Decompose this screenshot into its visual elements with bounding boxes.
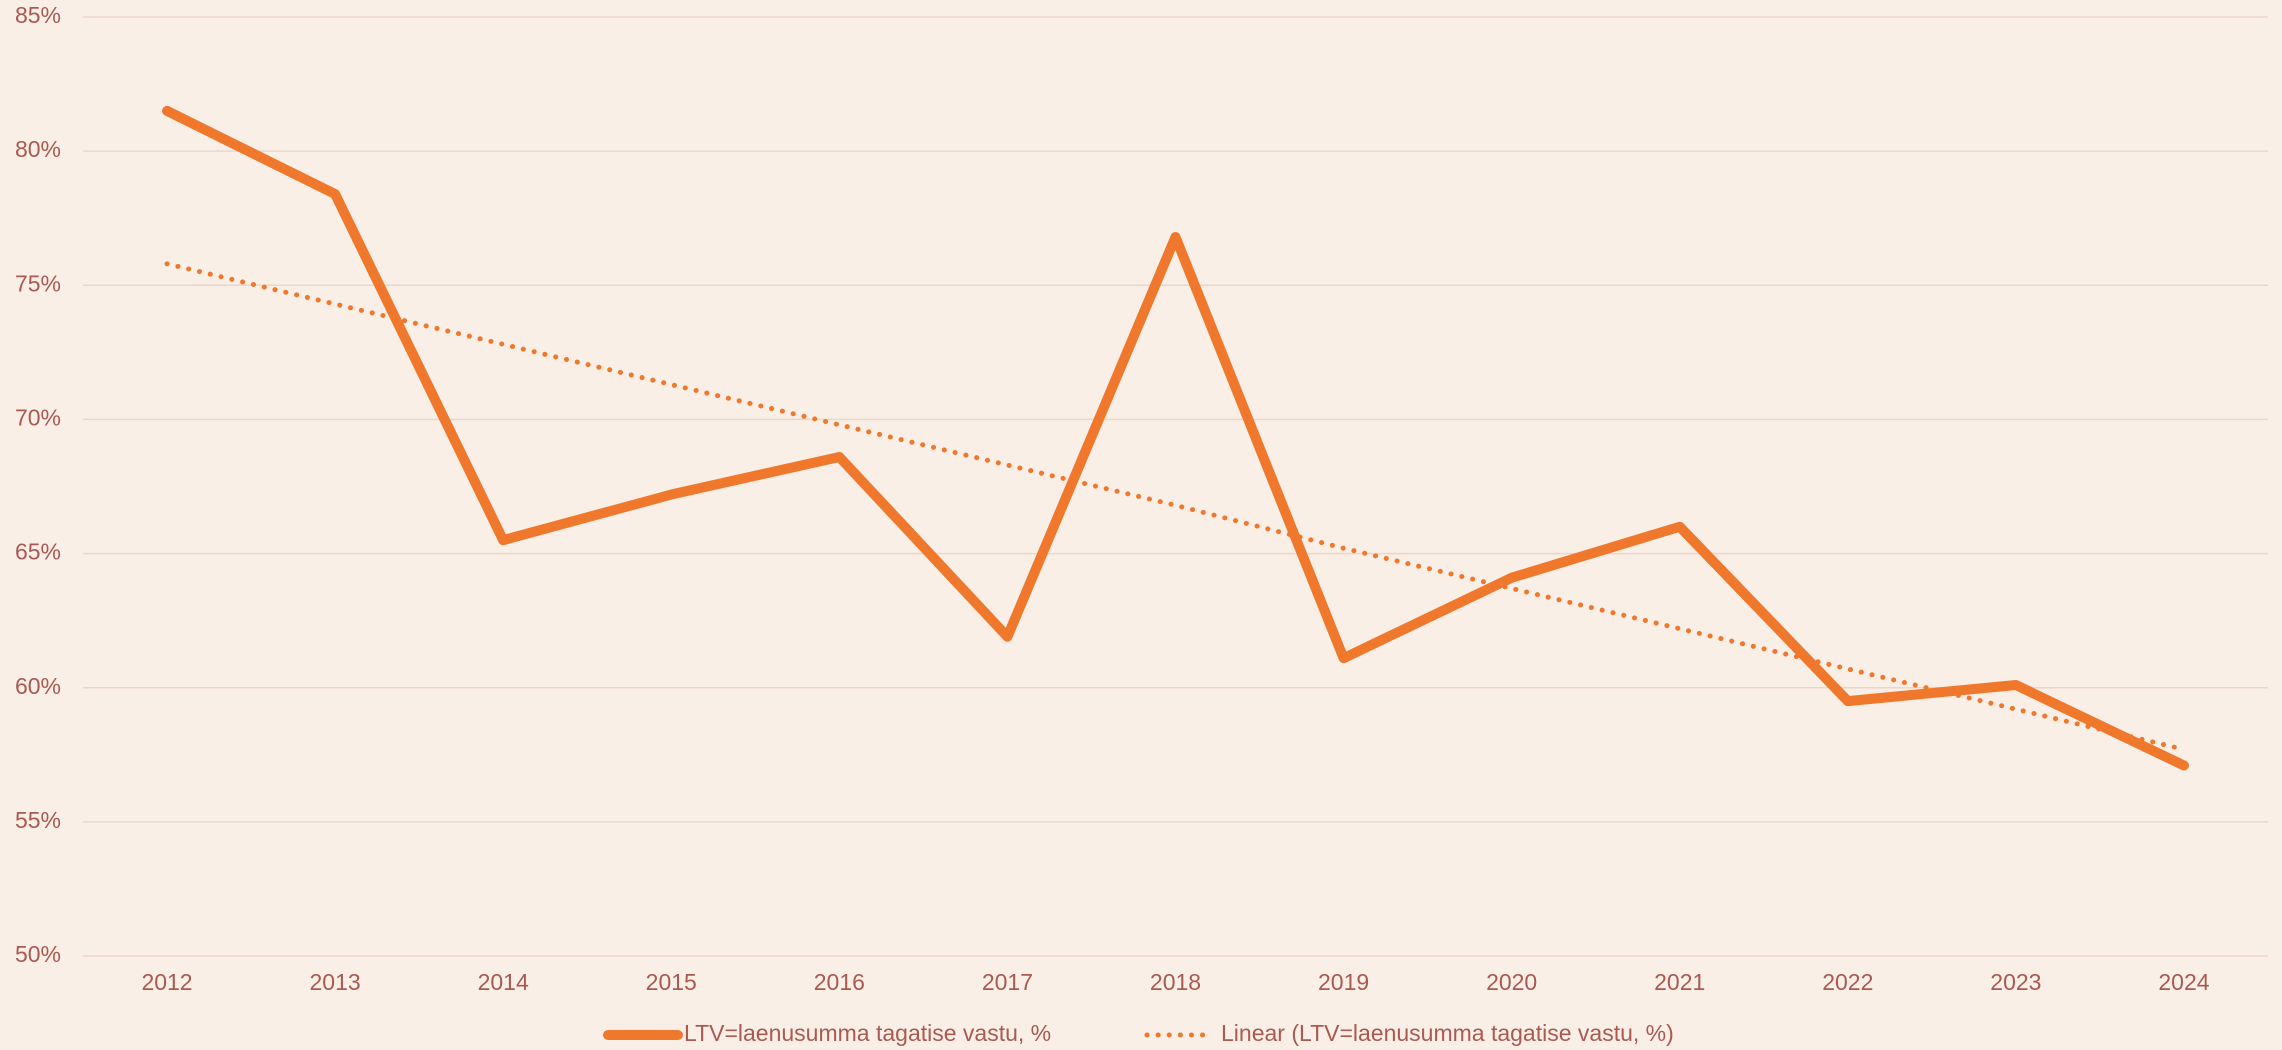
x-tick-label: 2021: [1654, 969, 1705, 995]
x-tick-label: 2023: [1990, 969, 2041, 995]
x-tick-label: 2022: [1822, 969, 1873, 995]
y-tick-label: 80%: [15, 136, 61, 162]
y-tick-label: 70%: [15, 405, 61, 431]
y-tick-label: 60%: [15, 673, 61, 699]
x-tick-label: 2017: [982, 969, 1033, 995]
x-tick-label: 2015: [646, 969, 697, 995]
y-tick-label: 55%: [15, 807, 61, 833]
y-tick-label: 50%: [15, 941, 61, 967]
x-tick-label: 2013: [310, 969, 361, 995]
trend-line: [164, 261, 2187, 752]
data-line: [162, 105, 2189, 771]
y-tick-label: 75%: [15, 270, 61, 296]
x-tick-label: 2020: [1486, 969, 1537, 995]
legend-label: LTV=laenusumma tagatise vastu, %: [684, 1020, 1051, 1046]
x-tick-label: 2014: [478, 969, 529, 995]
y-tick-label: 85%: [15, 2, 61, 28]
x-tick-label: 2024: [2158, 969, 2209, 995]
legend-label: Linear (LTV=laenusumma tagatise vastu, %…: [1221, 1020, 1674, 1046]
x-tick-label: 2018: [1150, 969, 1201, 995]
x-tick-label: 2016: [814, 969, 865, 995]
x-tick-label: 2019: [1318, 969, 1369, 995]
x-tick-label: 2012: [141, 969, 192, 995]
y-tick-label: 65%: [15, 539, 61, 565]
